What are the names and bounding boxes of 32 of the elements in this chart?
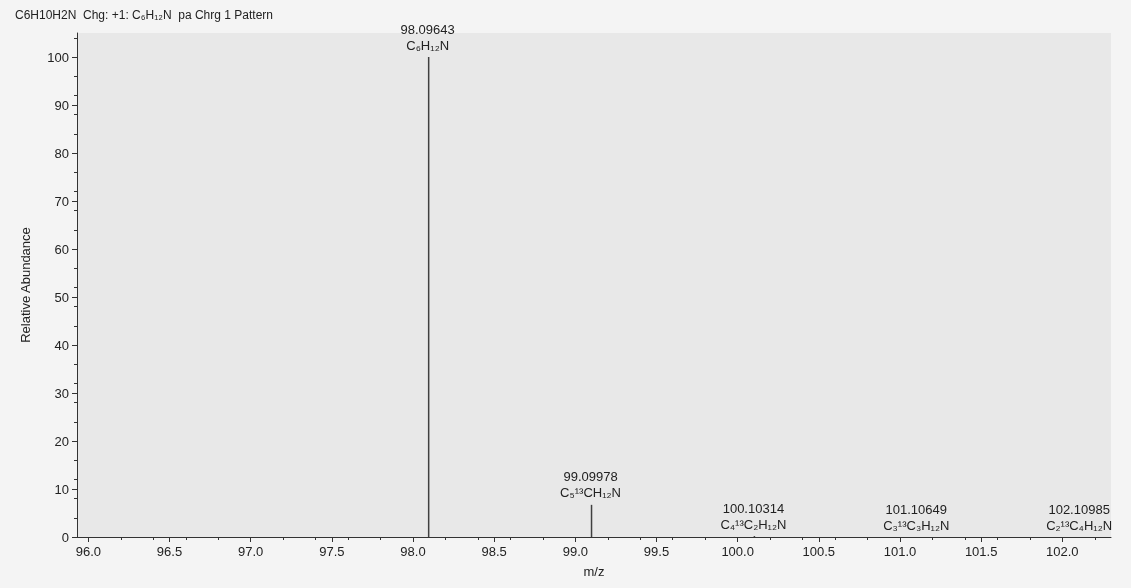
- annotation: 98.09643 C₆H₁₂N: [400, 21, 455, 53]
- annotation: 100.10314 C₄¹³C₂H₁₂N: [720, 500, 787, 532]
- x-tick-label: 97.5: [319, 544, 345, 559]
- y-tick-label: 80: [54, 145, 69, 161]
- x-tick-label: 97.0: [238, 544, 264, 559]
- y-tick-label: 30: [54, 385, 69, 401]
- x-tick-label: 99.0: [562, 544, 588, 559]
- y-tick-label: 20: [54, 433, 69, 449]
- y-tick-label: 90: [54, 97, 69, 113]
- x-tick-label: 96.5: [156, 544, 183, 559]
- x-tick-label: 101.5: [964, 544, 998, 559]
- x-tick-label: 101.0: [883, 544, 917, 559]
- y-tick-label: 0: [61, 529, 69, 545]
- y-tick-label: 10: [54, 481, 69, 497]
- y-axis-title: Relative Abundance: [18, 227, 33, 343]
- annotation: 101.10649 C₃¹³C₃H₁₂N: [883, 501, 950, 533]
- chart-title: C6H10H2N Chg: +1: C₆H₁₂N pa Chrg 1 Pattern: [15, 8, 273, 22]
- x-tick-label: 96.0: [75, 544, 102, 559]
- y-tick-label: 100: [47, 49, 69, 65]
- x-tick-label: 102.0: [1046, 544, 1079, 559]
- annotation: 99.09978 C₅¹³CH₁₂N: [560, 469, 621, 501]
- y-tick-label: 70: [54, 193, 69, 209]
- annotation: 102.10985 C₂¹³C₄H₁₂N: [1046, 501, 1113, 533]
- y-tick-label: 60: [54, 241, 69, 257]
- x-tick-label: 100.0: [721, 544, 754, 559]
- x-tick-label: 100.5: [802, 544, 836, 559]
- x-tick-label: 98.0: [400, 544, 426, 559]
- x-tick-label: 99.5: [643, 544, 670, 559]
- x-axis-title: m/z: [583, 564, 605, 579]
- y-tick-label: 50: [54, 289, 69, 305]
- x-tick-label: 98.5: [481, 544, 507, 559]
- y-tick-label: 40: [54, 337, 69, 353]
